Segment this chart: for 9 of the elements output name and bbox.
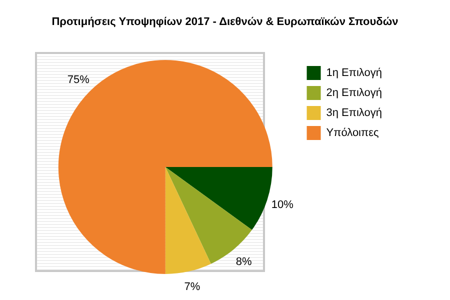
data-label: 10% (271, 199, 294, 212)
legend-label: 2η Επιλογή (326, 87, 382, 100)
legend-label: Υπόλοιπες (326, 127, 379, 140)
legend-label: 3η Επιλογή (326, 107, 382, 120)
data-label: 7% (184, 281, 200, 294)
chart-title: Προτιμήσεις Υποψηφίων 2017 - Διεθνών & Ευρωπαϊκών Σπουδών (50, 16, 400, 28)
legend-label: 1η Επιλογή (326, 67, 382, 80)
data-label: 75% (67, 74, 90, 86)
data-label: 8% (236, 256, 252, 268)
